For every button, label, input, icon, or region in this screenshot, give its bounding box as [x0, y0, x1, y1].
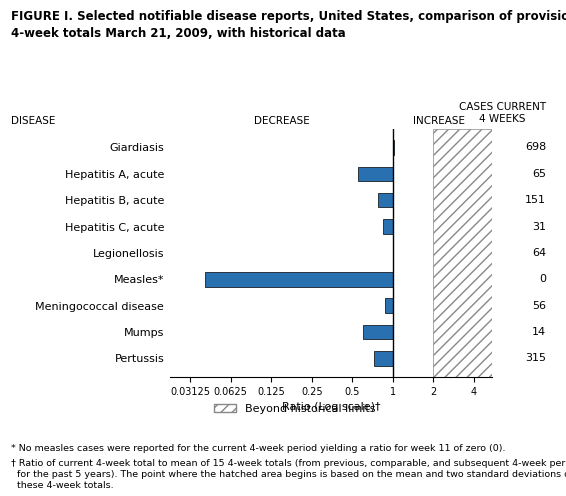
Text: 65: 65 — [532, 169, 546, 179]
Text: * No measles cases were reported for the current 4-week period yielding a ratio : * No measles cases were reported for the… — [11, 444, 506, 453]
Text: CASES CURRENT
4 WEEKS: CASES CURRENT 4 WEEKS — [459, 102, 546, 124]
Text: 151: 151 — [525, 195, 546, 205]
Bar — [374, 351, 393, 366]
Text: 315: 315 — [525, 354, 546, 364]
Text: 56: 56 — [532, 301, 546, 310]
X-axis label: Ratio (Log scale)†: Ratio (Log scale)† — [282, 402, 380, 412]
Bar — [358, 167, 393, 181]
Text: DISEASE: DISEASE — [11, 117, 55, 126]
Text: 0: 0 — [539, 274, 546, 284]
Bar — [378, 193, 393, 207]
Text: FIGURE I. Selected notifiable disease reports, United States, comparison of prov: FIGURE I. Selected notifiable disease re… — [11, 10, 566, 40]
Text: 698: 698 — [525, 142, 546, 152]
Bar — [383, 219, 393, 234]
Bar — [393, 140, 394, 155]
Bar — [363, 325, 393, 339]
Text: † Ratio of current 4-week total to mean of 15 4-week totals (from previous, comp: † Ratio of current 4-week total to mean … — [11, 459, 566, 490]
Text: 64: 64 — [532, 248, 546, 258]
Bar — [385, 299, 393, 313]
Bar — [434, 129, 492, 377]
Bar — [205, 272, 393, 287]
Text: 14: 14 — [532, 327, 546, 337]
Text: INCREASE: INCREASE — [413, 117, 465, 126]
Text: 31: 31 — [532, 222, 546, 232]
Legend: Beyond historical limits: Beyond historical limits — [209, 400, 380, 419]
Text: DECREASE: DECREASE — [254, 117, 310, 126]
